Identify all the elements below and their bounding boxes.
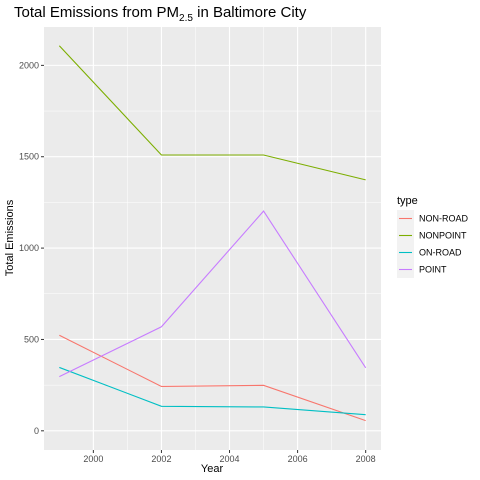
y-tick-label: 1000 [19, 243, 39, 253]
x-tick-label: 2008 [356, 454, 376, 464]
series-line-point [59, 210, 367, 378]
y-axis: 0 500 1000 1500 2000 [19, 60, 44, 436]
x-tick-label: 2002 [151, 454, 171, 464]
x-tick-label: 2004 [220, 454, 240, 464]
legend-label-non-road: NON-ROAD [419, 214, 468, 224]
chart-title: Total Emissions from PM2.5 in Baltimore … [14, 4, 307, 24]
legend-label-on-road: ON-ROAD [419, 248, 462, 258]
x-axis-title: Year [201, 463, 224, 475]
y-axis-title: Total Emissions [4, 199, 16, 276]
y-tick-label: 2000 [19, 60, 39, 70]
x-tick-label: 2000 [83, 454, 103, 464]
legend-title: type [397, 195, 418, 207]
major-gridlines [44, 27, 381, 450]
series-line-on-road [59, 366, 366, 416]
series-lines [58, 45, 367, 422]
chart-title-main: Total Emissions from PM [14, 4, 179, 21]
legend-label-nonpoint: NONPOINT [419, 231, 467, 241]
legend-label-point: POINT [419, 265, 447, 275]
y-tick-label: 0 [34, 426, 39, 436]
y-tick-label: 1500 [19, 152, 39, 162]
series-line-non-road [59, 334, 366, 422]
chart-title-subscript: 2.5 [179, 13, 193, 24]
x-axis: 2000 2002 2004 2006 2008 [83, 450, 376, 464]
minor-gridlines [44, 27, 381, 450]
x-tick-label: 2006 [288, 454, 308, 464]
chart-title-suffix: in Baltimore City [193, 4, 307, 21]
y-tick-label: 500 [24, 334, 39, 344]
plot-panel [44, 27, 381, 450]
series-line-nonpoint [58, 45, 366, 181]
legend: type NON-ROAD NONPOINT ON-ROAD POINT [397, 195, 468, 278]
